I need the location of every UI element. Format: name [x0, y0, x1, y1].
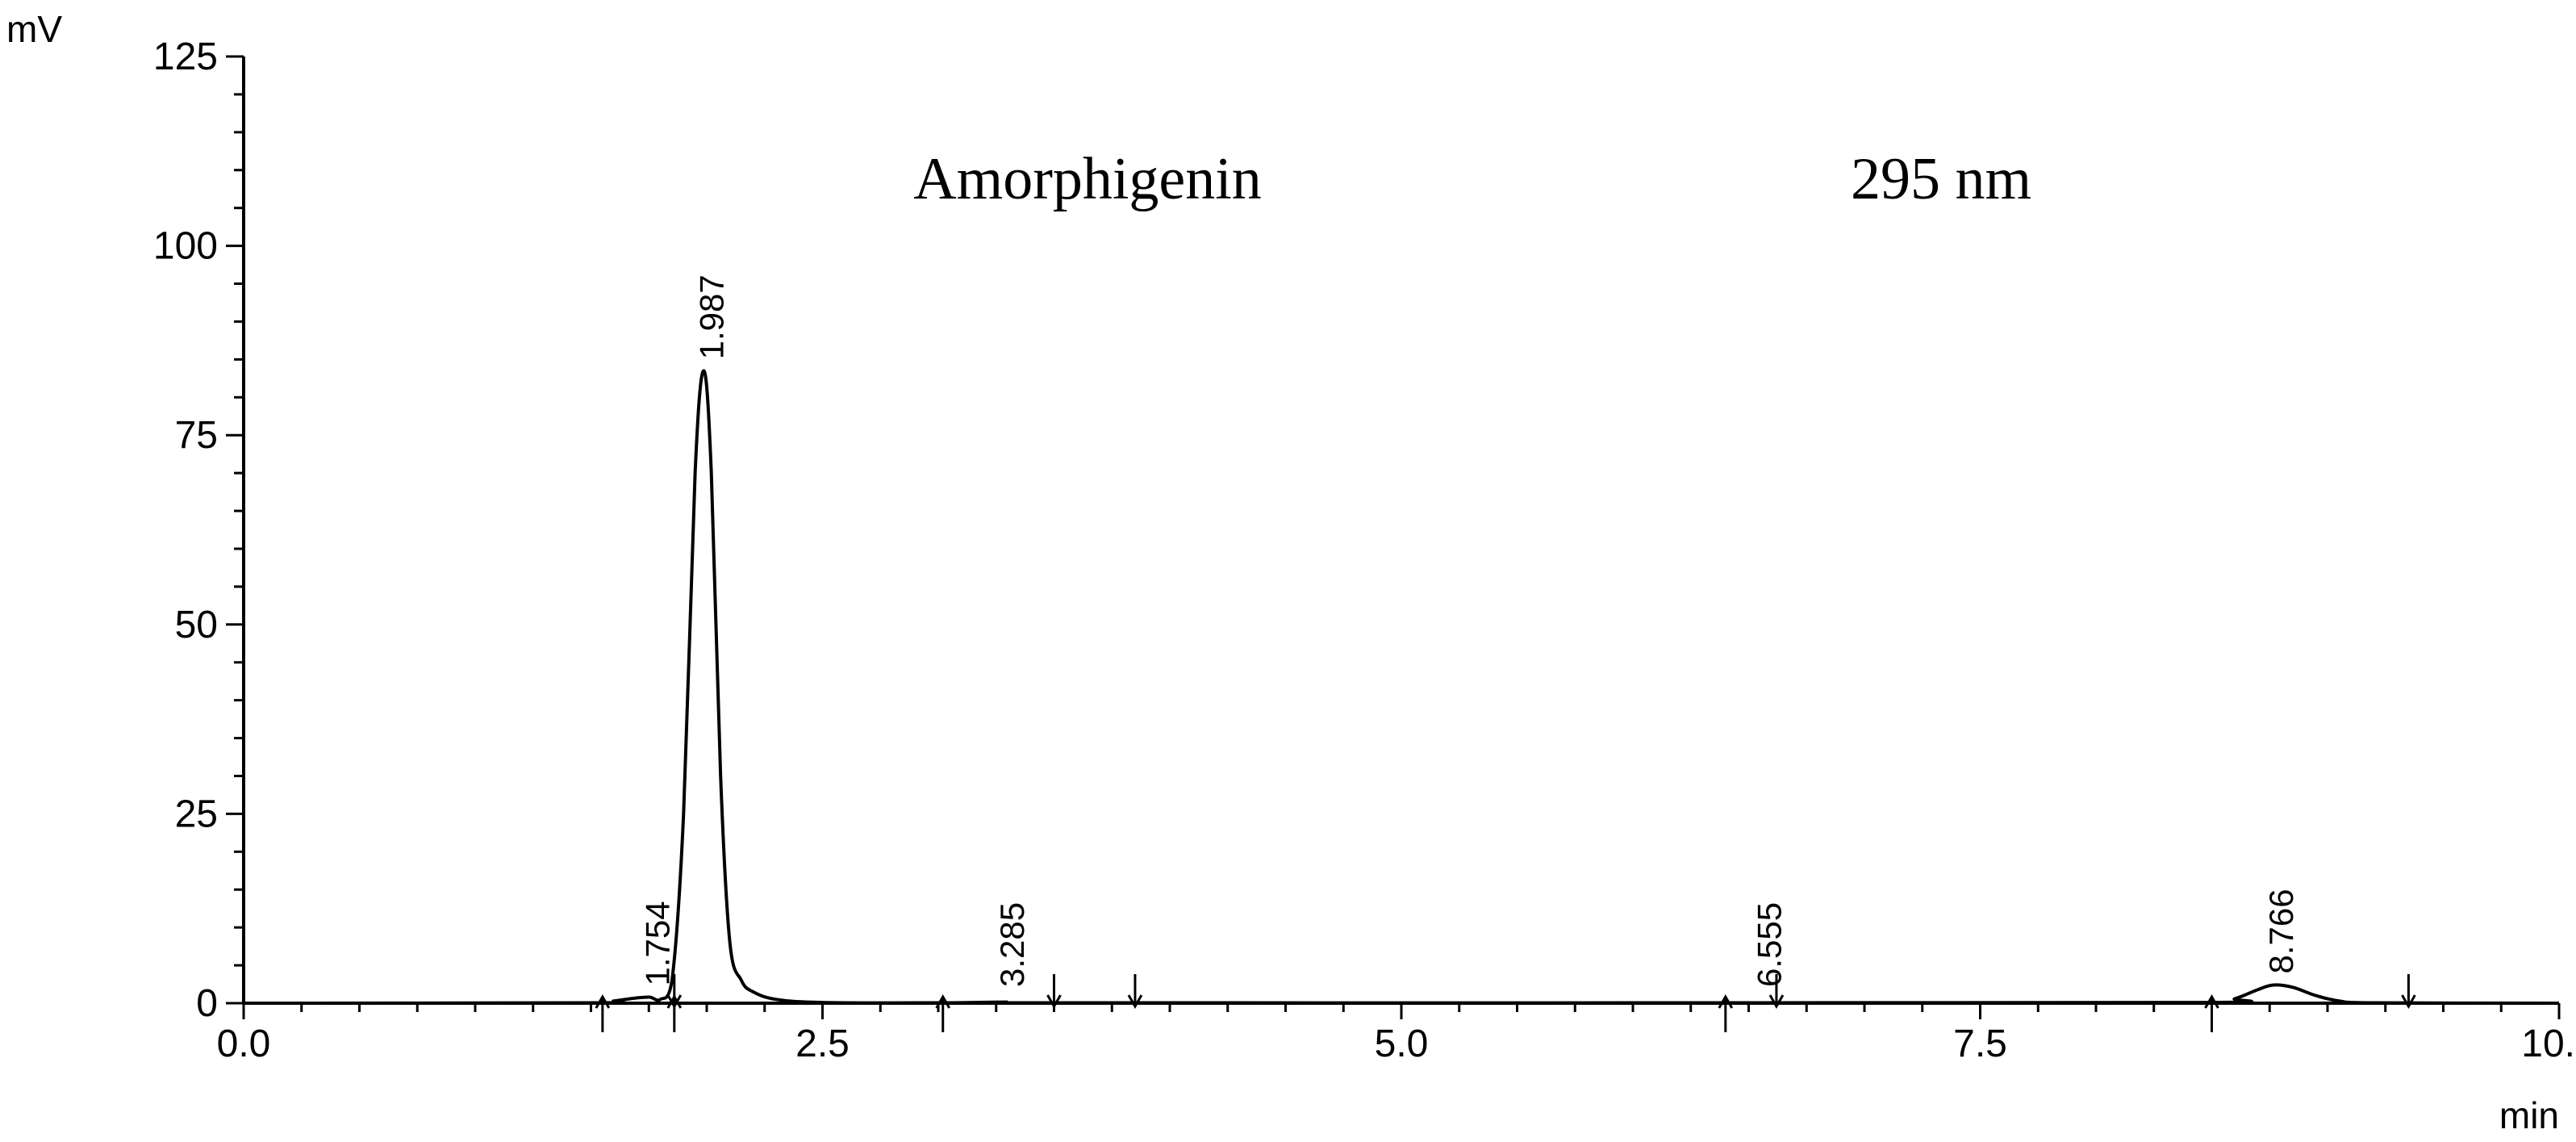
peak-retention-label: 3.285: [993, 902, 1031, 987]
y-tick-label: 25: [175, 793, 218, 835]
baseline-end-arrowhead: [2401, 994, 2416, 1010]
tick-labels: 0.0 2.5 5.0 7.5 10.0 0 25 50 75 100 125: [153, 36, 2576, 1065]
x-tick-label: 7.5: [1953, 1023, 2007, 1065]
baseline-start-arrowhead: [2204, 993, 2219, 1009]
peak-retention-label: 1.754: [638, 901, 676, 985]
axes: [242, 56, 2559, 1005]
y-tick-label: 125: [153, 36, 218, 78]
x-tick-label: 10.0: [2521, 1023, 2576, 1065]
baseline-end-arrowhead: [1768, 994, 1785, 1010]
y-axis-unit: mV: [6, 8, 62, 50]
y-tick-label: 50: [175, 604, 218, 646]
wavelength-annotation: 295 nm: [1851, 146, 2031, 212]
tick-marks: [226, 55, 2561, 1019]
baseline-end-arrowhead: [1127, 994, 1143, 1010]
y-tick-label: 100: [153, 225, 218, 268]
x-tick-label: 2.5: [795, 1023, 850, 1065]
y-tick-label: 0: [196, 982, 218, 1025]
y-tick-label: 75: [175, 414, 218, 457]
x-tick-label: 5.0: [1375, 1023, 1429, 1065]
peak-labels: 1.754 1.987 3.285 6.555 8.766: [638, 274, 2299, 987]
compound-annotation: Amorphigenin: [913, 146, 1262, 212]
peak-retention-label: 6.555: [1750, 902, 1788, 987]
x-tick-label: 0.0: [217, 1023, 271, 1065]
peak-retention-label: 8.766: [2262, 889, 2300, 973]
baseline-end-arrowhead: [1046, 994, 1062, 1010]
baseline-end-arrowhead: [666, 994, 683, 1010]
peak-retention-label: 1.987: [692, 274, 730, 359]
x-axis-unit: min: [2499, 1094, 2559, 1136]
chromatogram-trace: [243, 369, 2560, 1005]
